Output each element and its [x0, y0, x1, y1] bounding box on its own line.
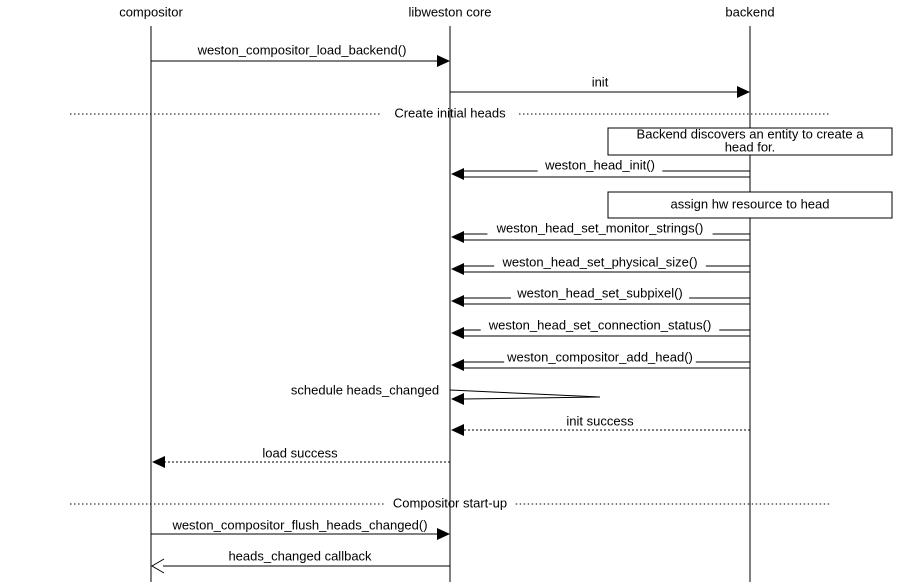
message-label-bg-load-backend [192, 43, 412, 58]
message-load-backend: weston_compositor_load_backend() [151, 42, 450, 67]
arrowhead-load-backend [437, 55, 450, 67]
message-label-bg-heads-changed-callback [224, 549, 376, 564]
message-set-physical-size: weston_head_set_physical_size() [451, 254, 750, 275]
message-label-heads-changed-callback: heads_changed callback [228, 548, 372, 563]
participants-group: compositor libweston core backend [119, 4, 774, 19]
arrowhead-set-monitor-strings [451, 231, 464, 243]
message-label-init-success: init success [566, 413, 634, 428]
arrowhead-load-success [152, 456, 165, 468]
message-label-weston-head-init: weston_head_init() [544, 157, 655, 172]
message-label-bg-set-connection-status [480, 318, 720, 333]
message-load-success: load success [152, 445, 450, 468]
note-text-backend-discovers-entity-line-0: Backend discovers an entity to create a [637, 126, 865, 141]
message-label-set-monitor-strings: weston_head_set_monitor_strings() [496, 220, 704, 235]
message-add-head: weston_compositor_add_head() [451, 349, 750, 371]
note-box-backend-discovers-entity [607, 127, 893, 156]
arrowhead-init [737, 86, 750, 98]
message-line-schedule-heads-changed-out [449, 389, 601, 398]
arrowhead-set-connection-status [451, 327, 464, 339]
messages-group: weston_compositor_load_backend()init west… [151, 42, 750, 574]
divider-label-create-initial-heads: Create initial heads [394, 105, 506, 120]
arrowhead-set-physical-size [451, 263, 464, 275]
arrowhead-set-subpixel [451, 295, 464, 307]
message-label-bg-init [584, 75, 616, 90]
note-backend-discovers-entity: Backend discovers an entity to create ah… [607, 126, 893, 156]
message-label-init: init [592, 74, 609, 89]
arrowhead-add-head [451, 359, 464, 371]
dividers-group: Create initial heads Compositor start-up [70, 105, 830, 510]
message-label-bg-set-physical-size [494, 255, 706, 270]
message-set-monitor-strings: weston_head_set_monitor_strings() [451, 220, 750, 243]
message-label-add-head: weston_compositor_add_head() [506, 349, 693, 364]
message-weston-head-init: weston_head_init() [451, 157, 750, 180]
participant-label-compositor: compositor [119, 4, 183, 19]
message-label-bg-weston-head-init [537, 158, 663, 173]
message-label-load-success: load success [262, 445, 338, 460]
message-label-set-connection-status: weston_head_set_connection_status() [488, 317, 712, 332]
message-label-flush-heads-changed: weston_compositor_flush_heads_changed() [171, 517, 427, 532]
message-set-connection-status: weston_head_set_connection_status() [451, 317, 750, 339]
note-assign-hw-resource: assign hw resource to head [607, 191, 893, 219]
arrowhead-heads-changed-callback [151, 558, 165, 574]
message-flush-heads-changed: weston_compositor_flush_heads_changed() [151, 517, 450, 540]
message-label-set-physical-size: weston_head_set_physical_size() [501, 254, 697, 269]
message-init-success: init success [451, 413, 750, 436]
message-line-schedule-heads-changed-back [462, 396, 601, 400]
message-schedule-heads-changed: schedule heads_changed [289, 382, 601, 405]
message-label-schedule-heads-changed: schedule heads_changed [291, 382, 439, 397]
message-label-bg-load-success [257, 446, 343, 461]
participant-label-backend: backend [725, 4, 774, 19]
arrowhead-init-success [451, 424, 464, 436]
arrowhead-weston-head-init [451, 168, 464, 180]
arrowhead-schedule-heads-changed [451, 393, 464, 405]
message-label-bg-flush-heads-changed [167, 518, 433, 533]
participant-label-libweston-core: libweston core [408, 4, 491, 19]
message-init: init [450, 74, 750, 98]
message-set-subpixel: weston_head_set_subpixel() [451, 285, 750, 307]
divider-label-compositor-start-up: Compositor start-up [393, 495, 507, 510]
notes-group: Backend discovers an entity to create ah… [607, 126, 893, 219]
message-label-bg-set-monitor-strings [487, 221, 713, 236]
note-text-backend-discovers-entity-line-1: head for. [725, 139, 776, 154]
message-label-set-subpixel: weston_head_set_subpixel() [516, 285, 683, 300]
note-box-assign-hw-resource [607, 191, 893, 219]
message-label-bg-init-success [557, 414, 643, 429]
arrowhead-flush-heads-changed [437, 528, 450, 540]
message-label-load-backend: weston_compositor_load_backend() [197, 42, 407, 57]
message-label-bg-add-head [504, 350, 696, 365]
message-heads-changed-callback: heads_changed callback [151, 548, 450, 574]
message-label-bg-set-subpixel [510, 286, 690, 301]
note-text-assign-hw-resource-line-0: assign hw resource to head [671, 196, 830, 211]
message-label-bg-schedule-heads-changed [289, 383, 441, 398]
